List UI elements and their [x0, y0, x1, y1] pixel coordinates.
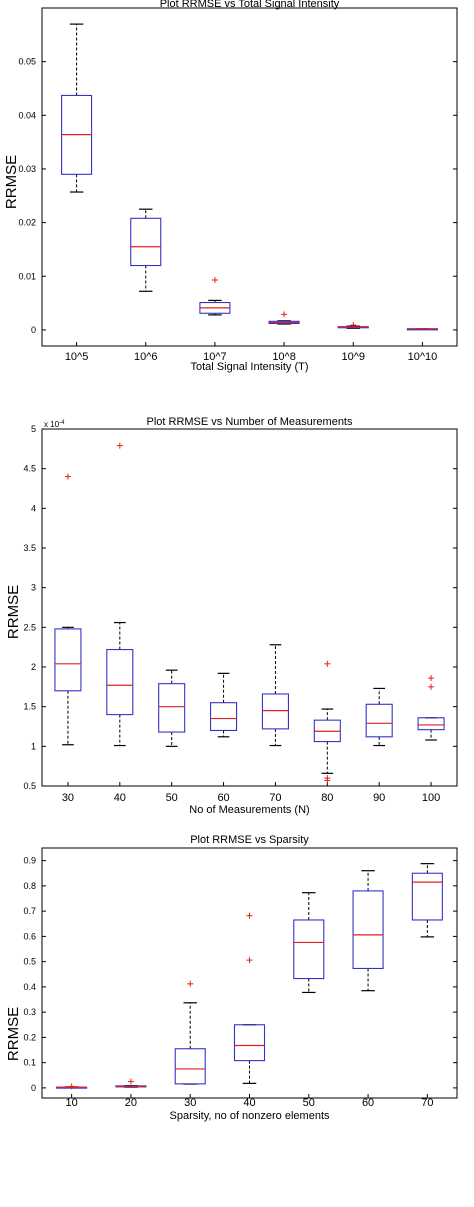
- x-axis-label-3: Sparsity, no of nonzero elements: [170, 1110, 330, 1122]
- x-axis-label-2: No of Measurements (N): [189, 804, 309, 816]
- x-tick-label-1-3: 10^8: [272, 351, 296, 363]
- chart-title-3: Plot RRMSE vs Sparsity: [190, 834, 309, 846]
- y-tick-label-3-3: 0.3: [23, 1007, 36, 1017]
- y-tick-label-3-8: 0.8: [23, 881, 36, 891]
- y-tick-label-3-4: 0.4: [23, 982, 36, 992]
- y-tick-label-2-3: 2: [31, 662, 36, 672]
- y-tick-label-3-9: 0.9: [23, 856, 36, 866]
- x-tick-label-1-4: 10^9: [341, 351, 365, 363]
- y-tick-label-1-3: 0.03: [18, 164, 36, 174]
- y-tick-label-2-8: 4.5: [23, 464, 36, 474]
- y-axis-label-3: RRMSE: [5, 1007, 22, 1061]
- x-tick-label-3-0: 10: [66, 1097, 78, 1109]
- box-3-5: [352, 890, 384, 970]
- x-tick-label-2-1: 40: [114, 792, 126, 804]
- x-tick-label-3-5: 60: [362, 1097, 374, 1109]
- y-tick-label-2-2: 1.5: [23, 702, 36, 712]
- y-axis-label-2: RRMSE: [5, 585, 22, 639]
- y-exponent-label-2: x 10-4: [44, 420, 65, 429]
- outlier-2-0-0: [64, 473, 71, 480]
- box-3-2: [174, 1048, 206, 1085]
- plot-frame-1: [41, 7, 458, 347]
- y-tick-label-3-6: 0.6: [23, 931, 36, 941]
- x-axis-label-1: Total Signal Intensity (T): [191, 361, 309, 373]
- y-tick-label-2-7: 4: [31, 503, 36, 513]
- x-tick-label-2-0: 30: [62, 792, 74, 804]
- box-3-3: [233, 1024, 266, 1062]
- box-2-7: [417, 717, 445, 731]
- outlier-2-7-0: [428, 675, 435, 682]
- y-tick-label-2-5: 3: [31, 583, 36, 593]
- y-tick-label-1-2: 0.02: [18, 218, 36, 228]
- outlier-2-5-0: [324, 660, 331, 667]
- x-tick-label-2-6: 90: [373, 792, 385, 804]
- y-tick-label-3-0: 0: [31, 1083, 36, 1093]
- box-2-0: [54, 628, 82, 692]
- x-tick-label-1-0: 10^5: [65, 351, 89, 363]
- y-tick-label-3-7: 0.7: [23, 906, 36, 916]
- y-tick-label-2-4: 2.5: [23, 622, 36, 632]
- x-tick-label-3-1: 20: [125, 1097, 137, 1109]
- x-tick-label-1-1: 10^6: [134, 351, 158, 363]
- x-tick-label-2-5: 80: [321, 792, 333, 804]
- x-tick-label-3-3: 40: [243, 1097, 255, 1109]
- outlier-3-3-1: [246, 957, 253, 964]
- outlier-1-3-0: [281, 311, 288, 318]
- x-tick-label-1-5: 10^10: [408, 351, 438, 363]
- outlier-3-3-0: [246, 912, 253, 919]
- outlier-2-7-1: [428, 683, 435, 690]
- x-tick-label-3-6: 70: [421, 1097, 433, 1109]
- x-tick-label-1-2: 10^7: [203, 351, 227, 363]
- y-tick-label-3-5: 0.5: [23, 957, 36, 967]
- box-3-6: [411, 872, 443, 921]
- y-exponent-power-2: -4: [59, 420, 65, 426]
- x-tick-label-2-2: 50: [166, 792, 178, 804]
- box-2-1: [106, 648, 134, 716]
- outlier-3-2-0: [187, 980, 194, 987]
- y-tick-label-2-6: 3.5: [23, 543, 36, 553]
- y-tick-label-2-9: 5: [31, 424, 36, 434]
- box-2-4: [261, 693, 289, 730]
- outlier-3-1-0: [127, 1078, 134, 1085]
- y-tick-label-1-5: 0.05: [18, 57, 36, 67]
- outlier-1-4-0: [350, 322, 357, 329]
- y-tick-label-3-1: 0.1: [23, 1058, 36, 1068]
- box-2-3: [210, 702, 238, 732]
- box-2-6: [365, 703, 393, 738]
- box-1-1: [130, 217, 162, 267]
- y-tick-label-2-1: 1: [31, 741, 36, 751]
- x-tick-label-2-3: 60: [217, 792, 229, 804]
- outlier-2-1-0: [116, 442, 123, 449]
- outlier-1-2-0: [211, 277, 218, 284]
- y-tick-label-2-0: 0.5: [23, 781, 36, 791]
- y-tick-label-3-2: 0.2: [23, 1032, 36, 1042]
- outlier-2-5-2: [324, 777, 331, 784]
- box-3-4: [293, 919, 325, 980]
- y-axis-label-1: RRMSE: [3, 155, 20, 209]
- y-tick-label-1-0: 0: [31, 325, 36, 335]
- plot-frame-2: [41, 428, 458, 787]
- x-tick-label-3-2: 30: [184, 1097, 196, 1109]
- y-tick-label-1-1: 0.01: [18, 271, 36, 281]
- chart-title-1: Plot RRMSE vs Total Signal Intensity: [160, 0, 340, 10]
- y-tick-label-1-4: 0.04: [18, 110, 36, 120]
- x-tick-label-2-4: 70: [269, 792, 281, 804]
- x-tick-label-2-7: 100: [422, 792, 440, 804]
- box-2-2: [158, 683, 186, 733]
- chart-title-2: Plot RRMSE vs Number of Measurements: [146, 416, 353, 428]
- outlier-3-0-0: [68, 1083, 75, 1090]
- x-tick-label-3-4: 50: [303, 1097, 315, 1109]
